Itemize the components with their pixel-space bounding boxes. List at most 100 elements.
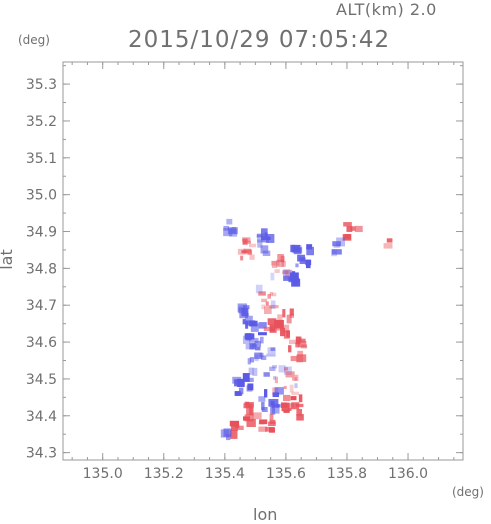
data-cell — [386, 238, 393, 243]
data-cell — [261, 304, 266, 310]
data-cell — [248, 243, 257, 248]
data-cell — [298, 394, 303, 403]
data-cell — [285, 270, 293, 279]
data-cell — [223, 228, 233, 237]
data-cell — [306, 246, 315, 256]
y-tick-label: 34.3 — [26, 446, 57, 462]
data-cell — [254, 340, 262, 348]
data-cell — [252, 367, 258, 376]
data-cell — [281, 324, 290, 333]
data-cell — [249, 337, 259, 343]
data-cell — [266, 353, 276, 357]
data-cell — [240, 255, 244, 261]
data-cell — [343, 222, 352, 227]
data-cell — [255, 346, 261, 351]
data-cell — [282, 309, 286, 318]
x-tick-label: 135.6 — [266, 466, 306, 482]
x-tick-label: 136.0 — [388, 466, 428, 482]
y-tick-label: 34.4 — [26, 409, 57, 425]
data-cell — [268, 421, 276, 427]
data-cell — [270, 405, 276, 415]
data-cell — [237, 425, 244, 431]
data-cell — [269, 413, 274, 421]
data-cell — [305, 259, 311, 269]
data-cell — [294, 383, 298, 389]
data-cell — [289, 313, 295, 318]
data-cell — [283, 409, 290, 413]
data-cell — [288, 339, 299, 345]
y-tick-label: 34.8 — [26, 261, 57, 277]
data-cell — [284, 367, 289, 371]
axis-ticks — [63, 62, 463, 460]
data-cell — [283, 275, 292, 281]
data-cell — [249, 357, 255, 363]
data-cell — [354, 225, 363, 233]
data-cell — [281, 260, 286, 267]
data-cell — [263, 372, 270, 377]
data-cell — [249, 254, 255, 260]
data-cell — [259, 419, 268, 425]
data-cell — [249, 406, 253, 416]
data-cell — [295, 263, 299, 268]
data-cell — [257, 239, 263, 248]
data-cell — [292, 377, 297, 381]
data-cell — [269, 366, 276, 372]
data-cell — [223, 225, 229, 231]
data-cell — [264, 389, 268, 398]
x-tick-label: 135.4 — [205, 466, 245, 482]
data-cell — [267, 318, 277, 326]
data-cell — [230, 430, 238, 439]
altitude-label: ALT(km) 2.0 — [336, 0, 437, 19]
data-cell — [237, 303, 248, 313]
data-cell — [226, 434, 231, 441]
data-cell — [254, 352, 263, 360]
data-cell — [272, 364, 277, 369]
data-cell — [242, 319, 246, 325]
data-cell — [350, 226, 356, 231]
data-cell — [265, 301, 269, 307]
data-cell — [291, 402, 300, 410]
data-cell — [290, 272, 299, 281]
data-cell — [287, 407, 292, 411]
data-cell — [246, 385, 253, 392]
data-cell — [249, 343, 256, 350]
data-cell — [260, 228, 268, 237]
data-cell — [276, 259, 285, 267]
data-cells — [220, 218, 393, 441]
data-cell — [220, 429, 230, 438]
data-cell — [288, 345, 292, 353]
data-cell — [282, 270, 289, 275]
data-cell — [283, 385, 287, 389]
tick-labels: 135.0 135.2 135.4 135.6 135.8 136.0 34.3 34.4 34… — [26, 77, 428, 482]
x-tick-label: 135.2 — [144, 466, 184, 482]
data-cell — [280, 327, 286, 337]
data-cell — [277, 254, 284, 262]
data-cell — [231, 226, 237, 234]
data-cell — [306, 244, 313, 250]
data-cell — [259, 336, 264, 344]
data-cell — [295, 336, 301, 345]
data-cell — [297, 340, 307, 348]
data-cell — [277, 314, 283, 321]
data-cell — [270, 260, 280, 266]
data-cell — [242, 240, 251, 244]
data-cell — [238, 387, 244, 395]
data-cell — [331, 249, 342, 255]
data-cell — [286, 314, 292, 324]
y-tick-label: 34.5 — [26, 372, 57, 388]
data-cell — [292, 277, 300, 283]
data-cell — [258, 291, 266, 296]
data-cell — [244, 333, 255, 340]
data-cell — [268, 398, 279, 407]
data-cell — [285, 371, 295, 378]
y-tick-label: 35.3 — [26, 77, 57, 93]
y-tick-label: 34.9 — [26, 225, 57, 241]
data-cell — [291, 391, 300, 395]
data-cell — [297, 350, 304, 356]
data-cell — [261, 236, 269, 243]
data-cell — [331, 249, 338, 257]
data-cell — [258, 396, 266, 402]
data-cell — [259, 352, 264, 358]
data-cell — [252, 412, 262, 420]
